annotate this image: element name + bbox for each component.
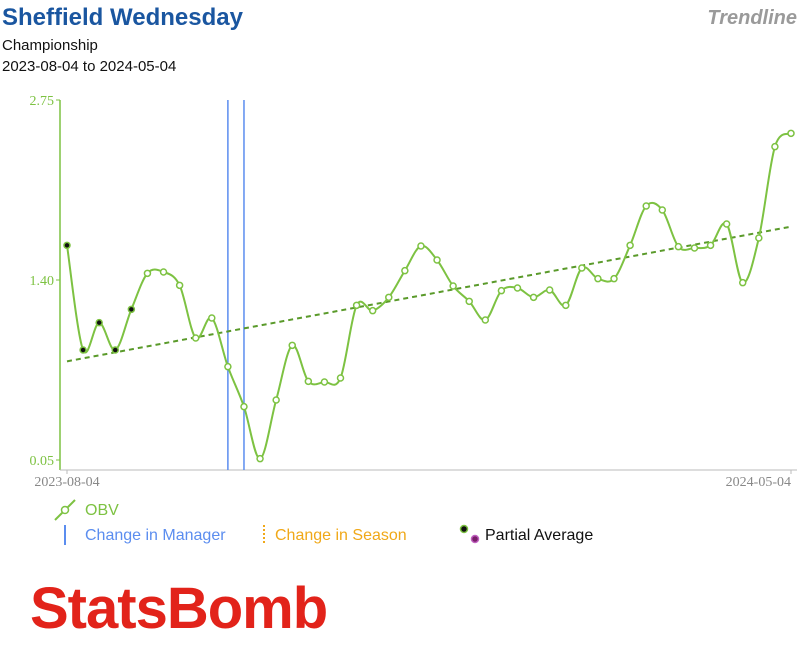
obv-point [336, 374, 345, 382]
date-range: 2023-08-04 to 2024-05-04 [2, 58, 176, 75]
legend-label: Change in Season [275, 527, 407, 544]
subtitle: Championship [2, 37, 98, 54]
y-tick-label: 1.40 [30, 274, 55, 289]
obv-point [594, 274, 602, 283]
obv-point [578, 264, 586, 272]
x-tick-label: 2024-05-04 [726, 475, 791, 490]
obv-point [208, 314, 216, 322]
obv-point [529, 293, 538, 302]
obv-point [401, 266, 409, 275]
y-tick-label: 0.05 [30, 454, 55, 469]
obv-point [256, 454, 264, 463]
legend-marker-icon [60, 505, 70, 515]
obv-point [127, 305, 136, 314]
obv-point [433, 256, 441, 264]
obv-point [288, 341, 296, 350]
obv-point [465, 297, 473, 306]
legend: OBV Change in Manager Change in Season P… [54, 499, 593, 545]
legend-label: Change in Manager [85, 527, 226, 544]
obv-point [738, 278, 747, 287]
obv-point [143, 269, 152, 278]
obv-point [642, 202, 650, 210]
obv-point [352, 301, 361, 310]
trendline [66, 225, 792, 363]
chart-title: Sheffield Wednesday [2, 4, 244, 31]
obv-point [771, 142, 779, 151]
legend-label: OBV [85, 502, 119, 519]
y-tick-label: 2.75 [30, 94, 55, 109]
obv-point [545, 286, 554, 294]
obv-point [755, 234, 763, 242]
obv-point [159, 268, 168, 276]
obv-point [417, 242, 425, 250]
obv-point [513, 284, 522, 292]
obv-point [706, 241, 715, 250]
obv-point [626, 241, 634, 250]
obv-point [191, 334, 200, 342]
obv-point [320, 378, 329, 386]
legend-partial-icon [470, 534, 480, 544]
obv-point [79, 346, 87, 354]
obv-point [385, 293, 393, 302]
obv-point [272, 396, 280, 404]
legend-partial-icon [459, 524, 469, 534]
plot: 0.05 1.40 2.75 2023-08-04 2024-05-04 [30, 94, 795, 490]
obv-point [368, 306, 377, 315]
obv-point [610, 274, 618, 283]
obv-point [481, 316, 490, 324]
obv-point [787, 129, 795, 138]
legend-label: Partial Average [485, 527, 593, 544]
obv-line [66, 132, 792, 460]
obv-point [304, 377, 313, 386]
obv-point [497, 286, 506, 295]
obv-point [63, 241, 71, 250]
obv-point [95, 318, 103, 327]
obv-point [224, 362, 232, 371]
obv-point [175, 281, 184, 290]
obv-point [449, 282, 457, 290]
obv-point [658, 206, 667, 214]
obv-point [240, 402, 248, 411]
obv-point [722, 220, 731, 228]
obv-point [690, 244, 699, 252]
obv-point [674, 242, 683, 251]
badge: Trendline [707, 7, 797, 29]
obv-point [562, 301, 570, 310]
obv-point [111, 346, 120, 354]
logo: StatsBomb [30, 576, 327, 641]
x-tick-label: 2023-08-04 [34, 475, 99, 490]
